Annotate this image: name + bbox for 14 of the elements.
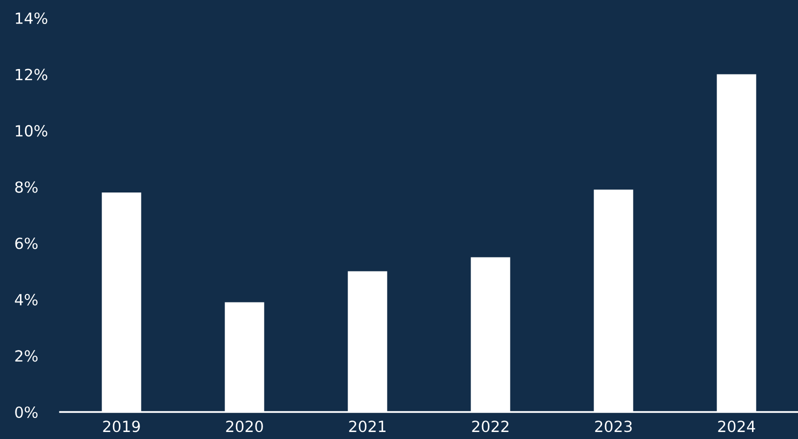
x-tick-label: 2019 bbox=[103, 420, 140, 432]
x-tick-label: 2020 bbox=[226, 420, 263, 432]
y-tick-label: 0% bbox=[15, 406, 38, 418]
y-tick-label: 12% bbox=[16, 68, 48, 80]
x-tick-label: 2024 bbox=[718, 420, 756, 432]
y-tick-label: 2% bbox=[15, 350, 38, 362]
x-tick-label: 2021 bbox=[349, 420, 386, 432]
y-tick-label: 6% bbox=[15, 238, 38, 250]
x-tick-label: 2023 bbox=[595, 420, 632, 432]
y-tick-label: 14% bbox=[16, 12, 48, 24]
y-tick-label: 10% bbox=[16, 125, 48, 137]
y-tick-label: 8% bbox=[15, 181, 38, 193]
y-tick-label: 4% bbox=[14, 294, 38, 306]
x-tick-label: 2022 bbox=[472, 420, 508, 432]
